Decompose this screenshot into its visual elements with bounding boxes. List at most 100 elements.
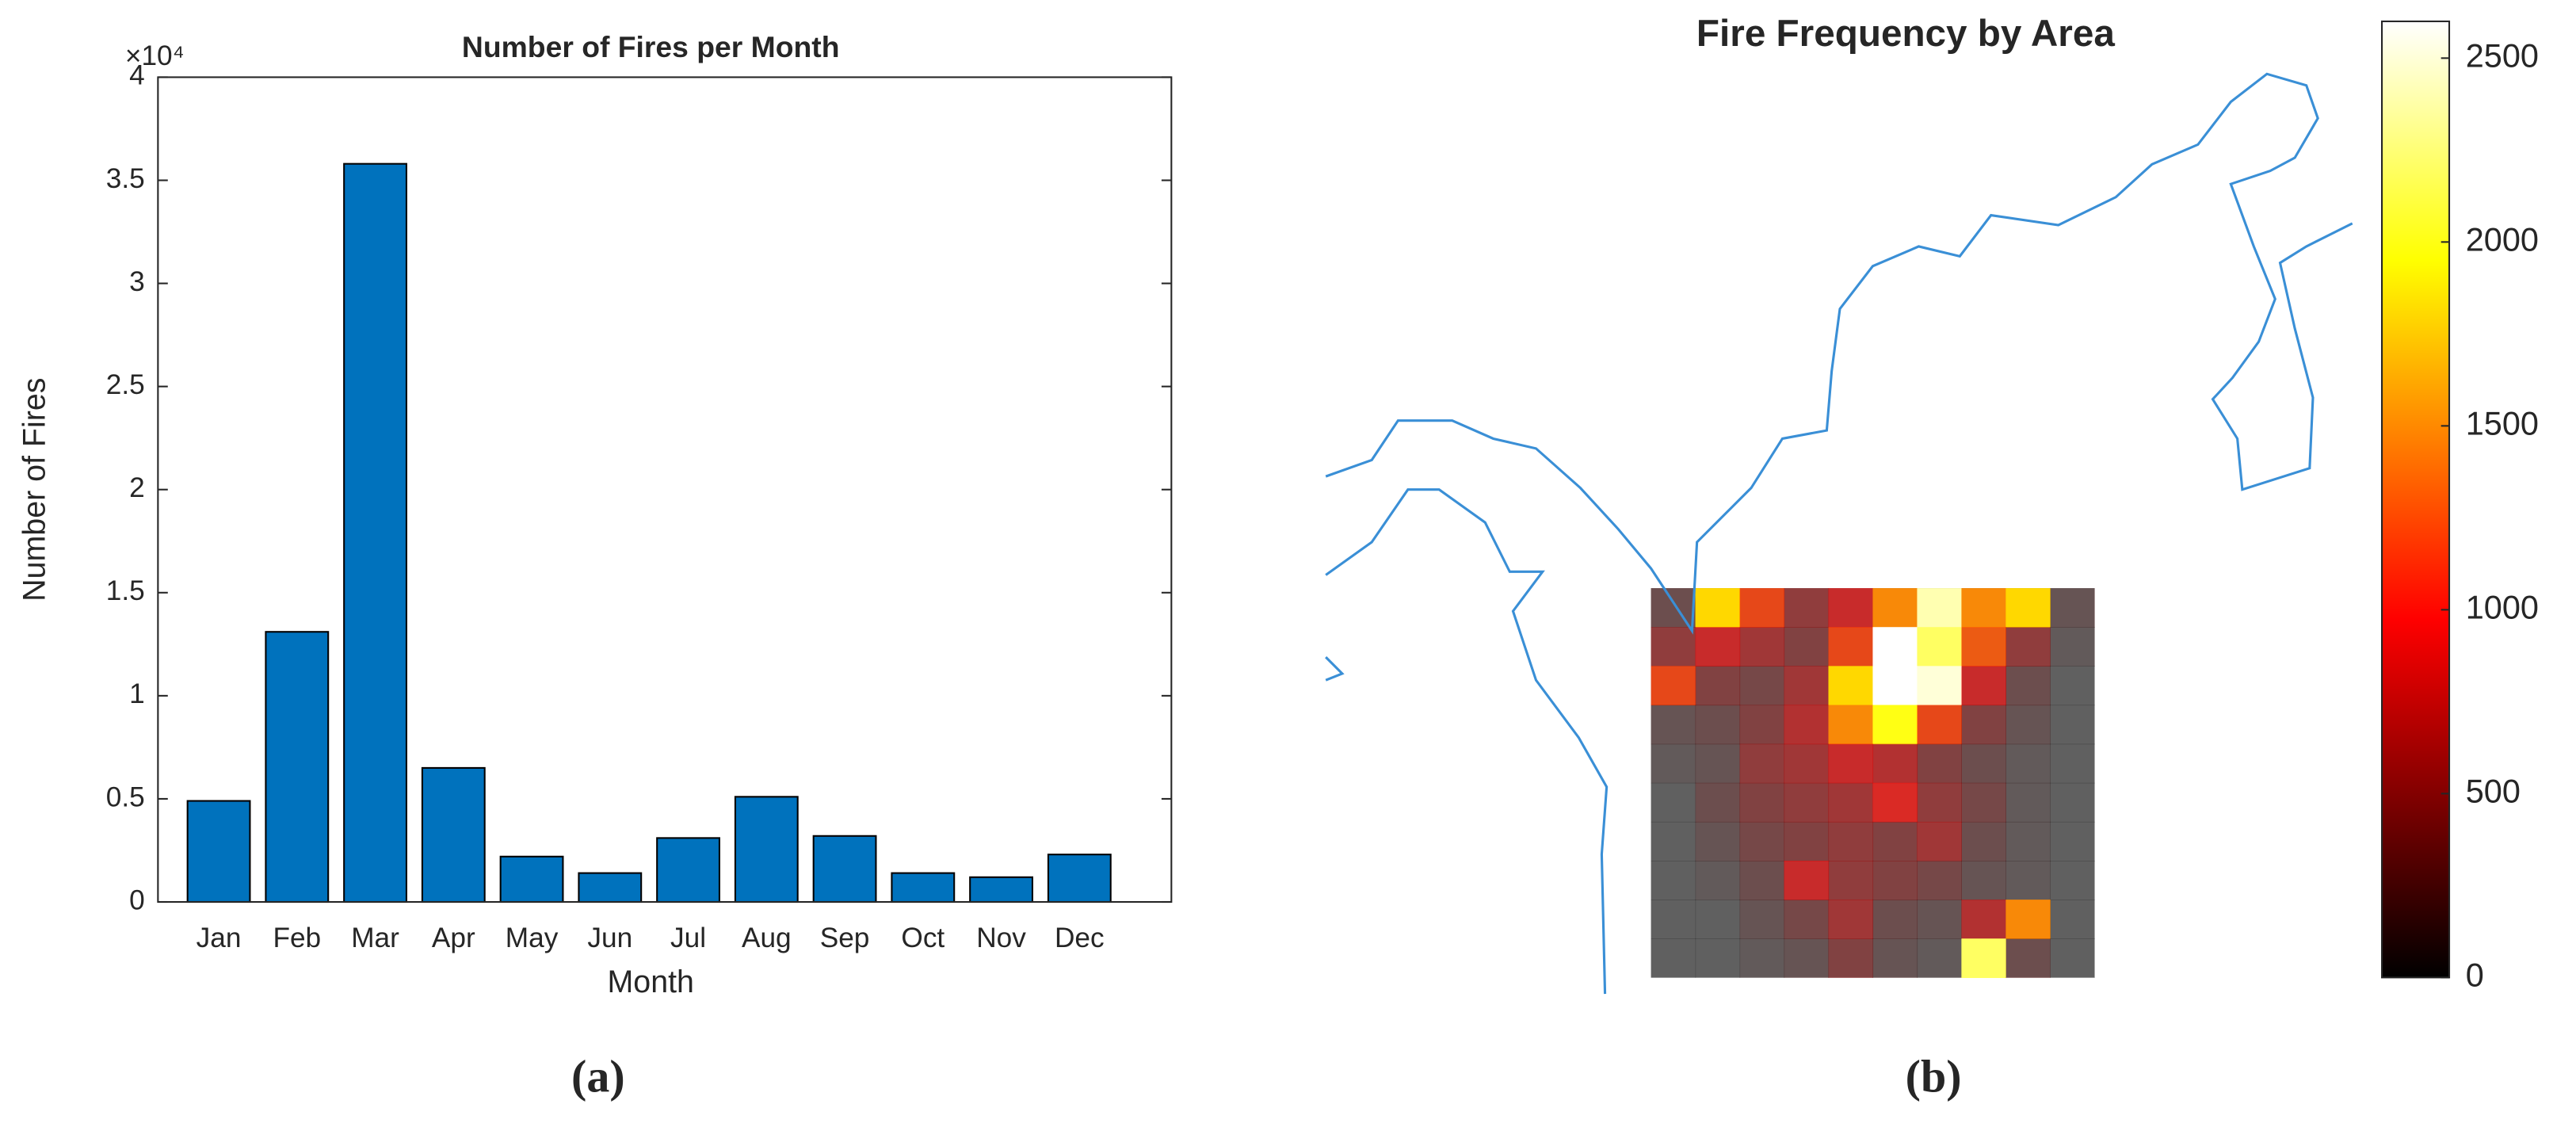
heatmap-cell	[1651, 821, 1696, 861]
x-tick-label: Sep	[820, 923, 870, 953]
heatmap-cell	[1872, 900, 1918, 939]
heatmap-cell	[1695, 627, 1741, 667]
heatmap-cell	[2005, 588, 2051, 628]
heatmap-cell	[1961, 627, 2006, 667]
y-axis-label: Number of Fires	[17, 378, 52, 602]
heatmap-cell	[1784, 666, 1830, 706]
heatmap-cell	[2005, 743, 2051, 784]
heatmap-cell	[1917, 666, 1963, 706]
chart-title: Fire Frequency by Area	[1696, 13, 2115, 55]
heatmap-cell	[2050, 938, 2095, 978]
heatmap-cell	[1739, 821, 1785, 861]
x-tick-label: Nov	[976, 923, 1026, 953]
heatmap-cell	[1917, 705, 1963, 745]
heatmap-cell	[1784, 743, 1830, 784]
heatmap-cell	[2005, 821, 2051, 861]
heatmap-cell	[1739, 743, 1785, 784]
axes-box	[157, 76, 1173, 904]
colorbar-tick-label: 2500	[2466, 36, 2539, 74]
bar	[186, 800, 251, 904]
heatmap-cell	[1872, 588, 1918, 628]
heatmap-cell	[1872, 743, 1918, 784]
heatmap-cell	[1961, 821, 2006, 861]
heatmap-cell	[1739, 666, 1785, 706]
heatmap-cell	[1651, 743, 1696, 784]
heatmap-cell	[1828, 782, 1874, 823]
heatmap-cell	[1695, 588, 1741, 628]
heatmap-cell	[1695, 860, 1741, 900]
heatmap-cell	[1695, 705, 1741, 745]
coastline	[1325, 656, 1345, 682]
y-tick-label: 3.5	[106, 163, 145, 194]
heatmap-cell	[2050, 782, 2095, 823]
chart-title: Number of Fires per Month	[462, 30, 840, 63]
heatmap-cell	[2050, 900, 2095, 939]
heatmap-cell	[1961, 782, 2006, 823]
heatmap-cell	[1784, 705, 1830, 745]
bar	[499, 855, 564, 904]
heatmap-cell	[1739, 588, 1785, 628]
x-tick-label: Aug	[742, 923, 792, 953]
heatmap-cell	[1651, 900, 1696, 939]
x-tick-label: Jan	[197, 923, 242, 953]
heatmap-cell	[1872, 821, 1918, 861]
heatmap-cell	[1872, 782, 1918, 823]
y-tick-label: 1	[129, 678, 145, 709]
x-tick-label: Oct	[901, 923, 945, 953]
heatmap-cell	[1917, 900, 1963, 939]
heatmap-cell	[1961, 588, 2006, 628]
heatmap-cell	[2005, 705, 2051, 745]
heatmap-cell	[1828, 900, 1874, 939]
heatmap-cell	[1695, 900, 1741, 939]
heatmap-cell	[1739, 782, 1785, 823]
heatmap-cell	[2050, 627, 2095, 667]
heatmap-cell	[2005, 666, 2051, 706]
y-tick-label: 2	[129, 472, 145, 503]
colorbar	[2381, 20, 2451, 979]
heatmap-cell	[1872, 938, 1918, 978]
caption: (b)	[1906, 1050, 1962, 1102]
x-axis-label: Month	[608, 965, 694, 999]
x-tick-label: Jul	[670, 923, 706, 953]
heatmap-cell	[1961, 860, 2006, 900]
y-tick-label: 2.5	[106, 369, 145, 400]
heatmap-cell	[2050, 821, 2095, 861]
heatmap-cell	[1828, 666, 1874, 706]
bar	[265, 631, 330, 904]
heatmap-cell	[1739, 627, 1785, 667]
heatmap-cell	[1739, 860, 1785, 900]
heatmap-cell	[1739, 938, 1785, 978]
heatmap-cell	[1651, 666, 1696, 706]
bar	[1047, 854, 1112, 904]
heatmap-cell	[1651, 588, 1696, 628]
heatmap-cell	[1917, 588, 1963, 628]
bar	[421, 766, 486, 904]
x-tick-label: Dec	[1055, 923, 1105, 953]
heatmap-cell	[1917, 627, 1963, 667]
heatmap-cell	[2005, 938, 2051, 978]
bar	[734, 796, 799, 904]
heatmap-cell	[2005, 627, 2051, 667]
caption: (a)	[571, 1050, 625, 1102]
bar	[969, 876, 1033, 904]
heatmap-cell	[1872, 627, 1918, 667]
y-tick-label: 0	[129, 884, 145, 915]
heatmap-cell	[1739, 705, 1785, 745]
heatmap-cell	[1872, 666, 1918, 706]
coastline	[1325, 72, 2353, 635]
heatmap-cell	[2050, 743, 2095, 784]
x-tick-label: Jun	[587, 923, 632, 953]
heatmap-cell	[1917, 743, 1963, 784]
heatmap-cell	[1739, 900, 1785, 939]
heatmap-cell	[1651, 782, 1696, 823]
y-tick-label: 0.5	[106, 781, 145, 812]
heatmap-cell	[1828, 588, 1874, 628]
heatmap-cell	[1828, 938, 1874, 978]
heatmap-cell	[2005, 860, 2051, 900]
heatmap-cell	[2050, 588, 2095, 628]
y-tick-label: 4	[129, 60, 145, 91]
bar	[578, 872, 643, 904]
heatmap-cell	[1784, 821, 1830, 861]
y-tick-label: 3	[129, 266, 145, 297]
